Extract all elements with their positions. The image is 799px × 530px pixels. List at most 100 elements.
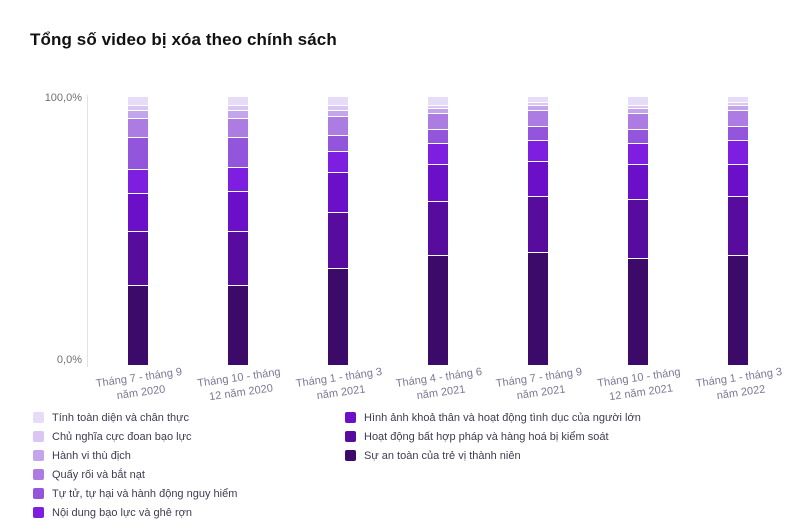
bar-segment[interactable]	[428, 163, 448, 202]
bar-segment[interactable]	[628, 113, 648, 130]
stacked-bar[interactable]	[128, 97, 148, 365]
bar-segment[interactable]	[128, 97, 148, 106]
bar-segment[interactable]	[728, 126, 748, 140]
bar-segment[interactable]	[128, 193, 148, 231]
bar-segment[interactable]	[228, 105, 248, 111]
plot-area	[87, 95, 788, 367]
stacked-bar[interactable]	[628, 97, 648, 365]
bar-segment[interactable]	[728, 102, 748, 106]
bar-segment[interactable]	[528, 196, 548, 253]
legend-item[interactable]: Tự tử, tự hại và hành động nguy hiểm	[33, 484, 345, 503]
bar-segment[interactable]	[428, 107, 448, 114]
x-axis-label: Tháng 7 - tháng 9 năm 2020	[95, 365, 183, 402]
bar-segment[interactable]	[328, 110, 348, 116]
bar-segment[interactable]	[228, 97, 248, 106]
bar-segment[interactable]	[728, 163, 748, 197]
bar-segment[interactable]	[528, 110, 548, 127]
bar-segment[interactable]	[428, 129, 448, 143]
x-axis-label: Tháng 4 - tháng 6 năm 2021	[395, 365, 483, 402]
bar-segment[interactable]	[228, 166, 248, 191]
bar-segment[interactable]	[628, 142, 648, 164]
bar-segment[interactable]	[628, 97, 648, 106]
bar-segment[interactable]	[728, 255, 748, 365]
bar-column	[188, 97, 288, 365]
bar-segment[interactable]	[228, 284, 248, 365]
bar-segment[interactable]	[228, 190, 248, 231]
y-axis-line	[87, 95, 88, 367]
bar-segment[interactable]	[628, 107, 648, 114]
stacked-bar[interactable]	[228, 97, 248, 365]
bar-segment[interactable]	[128, 118, 148, 138]
bar-segment[interactable]	[628, 163, 648, 199]
stacked-bar[interactable]	[328, 97, 348, 365]
x-axis-label: Tháng 10 - tháng 12 năm 2021	[596, 366, 682, 404]
bar-segment[interactable]	[228, 110, 248, 119]
legend-item[interactable]: Nội dung bạo lực và ghê rợn	[33, 503, 345, 522]
bar-segment[interactable]	[328, 134, 348, 151]
bar-segment[interactable]	[428, 97, 448, 106]
bar-segment[interactable]	[528, 126, 548, 140]
bar-segment[interactable]	[328, 97, 348, 106]
bar-segment[interactable]	[528, 161, 548, 197]
bar-segment[interactable]	[628, 129, 648, 143]
bar-segment[interactable]	[328, 150, 348, 173]
bar-segment[interactable]	[328, 268, 348, 365]
legend-item[interactable]: Quấy rối và bắt nạt	[33, 465, 345, 484]
legend-item[interactable]: Sự an toàn của trẻ vị thành niên	[345, 446, 778, 465]
legend-item[interactable]: Hành vi thù địch	[33, 446, 345, 465]
legend-item[interactable]: Hình ảnh khoả thân và hoạt động tình dục…	[345, 408, 778, 427]
bar-segment[interactable]	[128, 105, 148, 111]
bar-segment[interactable]	[328, 105, 348, 111]
bar-segment[interactable]	[228, 230, 248, 285]
legend-label: Sự an toàn của trẻ vị thành niên	[364, 449, 521, 462]
legend-swatch	[33, 469, 44, 480]
bar-column	[688, 97, 788, 365]
bar-segment[interactable]	[128, 169, 148, 194]
bar-segment[interactable]	[628, 257, 648, 365]
bar-segment[interactable]	[728, 97, 748, 103]
bar-segment[interactable]	[528, 105, 548, 111]
bar-segment[interactable]	[728, 105, 748, 111]
legend-swatch	[345, 412, 356, 423]
legend-item[interactable]: Hoạt động bất hợp pháp và hàng hoá bị ki…	[345, 427, 778, 446]
bar-segment[interactable]	[328, 115, 348, 135]
stacked-bar[interactable]	[528, 97, 548, 365]
bar-segment[interactable]	[528, 97, 548, 103]
legend-label: Nội dung bạo lực và ghê rợn	[52, 506, 192, 519]
bar-segment[interactable]	[528, 139, 548, 162]
bar-segment[interactable]	[228, 118, 248, 138]
legend-item[interactable]: Tính toàn diện và chân thực	[33, 408, 345, 427]
bar-segment[interactable]	[128, 230, 148, 285]
x-axis-label: Tháng 7 - tháng 9 năm 2021	[495, 365, 583, 402]
bar-segment[interactable]	[128, 110, 148, 119]
stacked-bar[interactable]	[428, 97, 448, 365]
bar-segment[interactable]	[528, 252, 548, 365]
bar-segment[interactable]	[128, 137, 148, 170]
bar-segment[interactable]	[728, 139, 748, 164]
x-axis-label: Tháng 1 - tháng 3 năm 2021	[295, 365, 383, 402]
bar-segment[interactable]	[328, 172, 348, 213]
bar-segment[interactable]	[428, 201, 448, 256]
bar-columns	[88, 97, 788, 365]
bar-segment[interactable]	[628, 105, 648, 108]
bar-segment[interactable]	[228, 137, 248, 167]
stacked-bar[interactable]	[728, 97, 748, 365]
bar-segment[interactable]	[528, 102, 548, 106]
bar-segment[interactable]	[728, 110, 748, 127]
legend-column-right: Hình ảnh khoả thân và hoạt động tình dục…	[345, 408, 778, 465]
bar-segment[interactable]	[728, 196, 748, 256]
legend-label: Hành vi thù địch	[52, 449, 131, 462]
bar-segment[interactable]	[428, 255, 448, 365]
bar-segment[interactable]	[428, 113, 448, 130]
bar-column	[88, 97, 188, 365]
bar-segment[interactable]	[428, 105, 448, 108]
page-title: Tổng số video bị xóa theo chính sách	[30, 30, 337, 49]
legend-label: Tính toàn diện và chân thực	[52, 411, 190, 424]
bar-segment[interactable]	[428, 142, 448, 164]
legend-item[interactable]: Chủ nghĩa cực đoan bạo lực	[33, 427, 345, 446]
x-axis-labels: Tháng 7 - tháng 9 năm 2020 Tháng 10 - thán…	[88, 366, 788, 403]
bar-segment[interactable]	[628, 198, 648, 258]
bar-segment[interactable]	[328, 212, 348, 269]
bar-segment[interactable]	[128, 284, 148, 365]
